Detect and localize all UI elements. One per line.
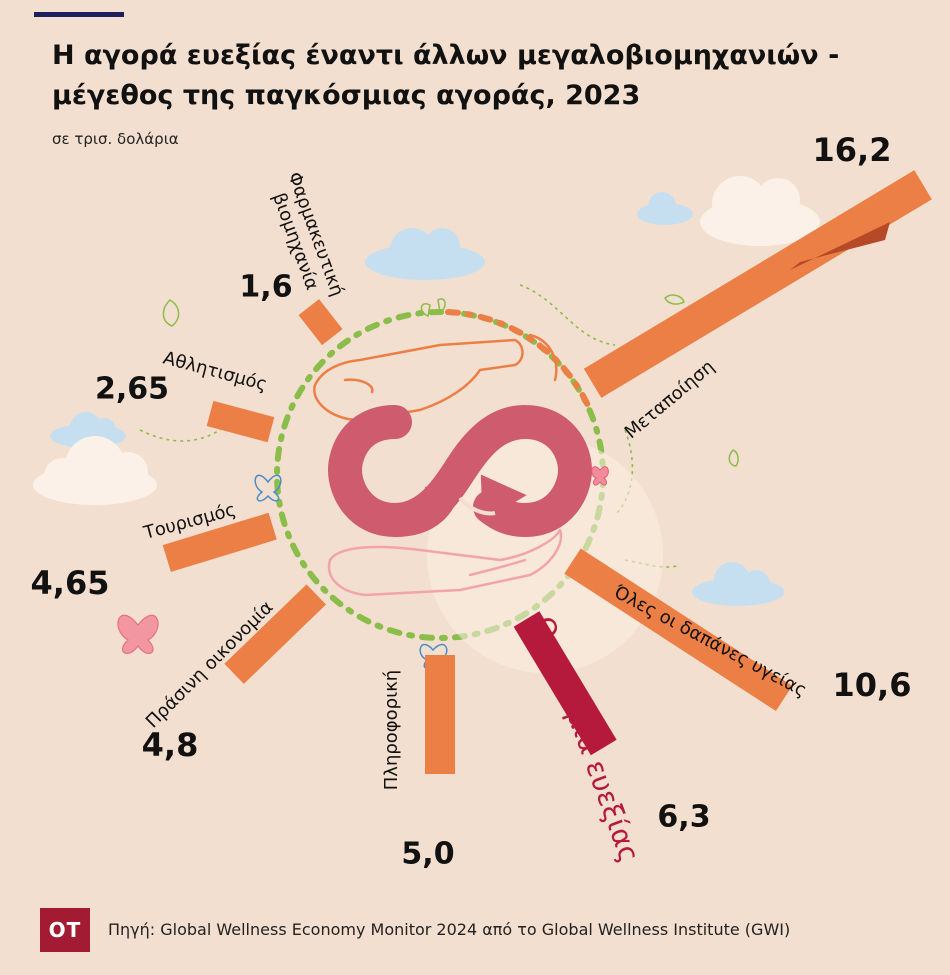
value-label-7: 10,6 <box>833 666 912 704</box>
bar-7 <box>564 548 793 712</box>
bar-5 <box>425 655 455 774</box>
hand-icon <box>313 333 558 422</box>
value-label-1: 1,6 <box>239 270 292 305</box>
bar-4 <box>224 584 326 684</box>
top-accent-bar <box>34 12 124 17</box>
bar-group-5: Πληροφορική 5,0 <box>381 655 455 872</box>
bar-6 <box>513 611 617 756</box>
cloud-icon <box>692 562 784 606</box>
value-label-6: 6,3 <box>657 800 710 835</box>
cloud-icon <box>365 228 485 280</box>
butterfly-icon <box>591 466 609 486</box>
chart-title: Η αγορά ευεξίας έναντι άλλων μεγαλοβιομη… <box>52 40 840 111</box>
cloud-icon <box>700 176 820 246</box>
value-label-8: 16,2 <box>813 131 892 169</box>
infinity-recycle-icon <box>327 404 593 538</box>
category-label-2: Αθλητισμός <box>161 348 270 396</box>
value-label-4: 4,8 <box>142 726 199 764</box>
flow-arrows <box>139 284 681 568</box>
publisher-logo: OT <box>40 908 90 952</box>
bar-2 <box>206 400 275 443</box>
hand-icon <box>327 528 563 597</box>
bar-fold-shadow <box>790 222 890 270</box>
value-label-2: 2,65 <box>95 372 169 407</box>
footer: OT Πηγή: Global Wellness Economy Monitor… <box>0 900 950 960</box>
bar-8 <box>583 170 932 398</box>
value-label-3: 4,65 <box>31 564 110 602</box>
chart-subtitle: σε τρισ. δολάρια <box>52 130 179 148</box>
bar-1 <box>298 299 343 346</box>
butterfly-icon <box>117 614 159 655</box>
butterfly-icon <box>254 474 282 502</box>
source-note: Πηγή: Global Wellness Economy Monitor 20… <box>108 920 791 939</box>
category-label-5: Πληροφορική <box>381 670 402 790</box>
central-ring-orange-arc <box>445 309 593 413</box>
leaf-icon <box>162 294 739 467</box>
cloud-icon <box>637 192 693 225</box>
bar-3 <box>162 512 277 572</box>
cloud-icon <box>33 436 157 505</box>
value-label-5: 5,0 <box>401 837 454 872</box>
